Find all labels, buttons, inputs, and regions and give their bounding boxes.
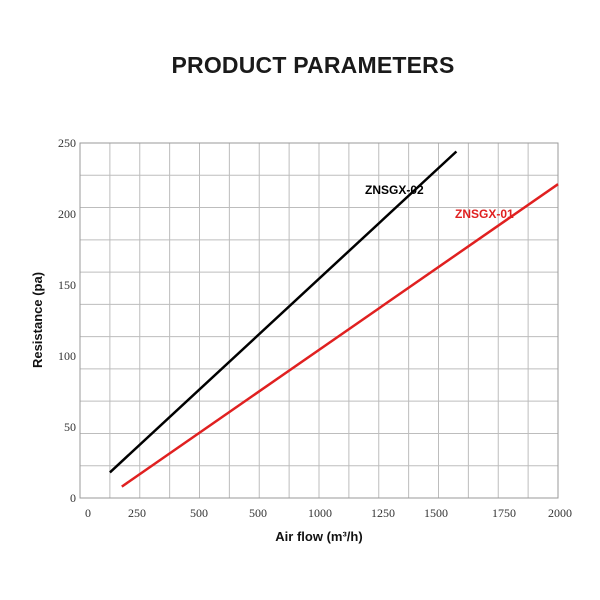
series-line-znsgx-02 <box>109 150 458 474</box>
y-axis-title: Resistance (pa) <box>30 272 45 368</box>
x-axis-title: Air flow (m³/h) <box>275 529 362 544</box>
series-line-znsgx-01 <box>121 183 559 488</box>
x-tick-label: 1000 <box>308 506 332 520</box>
chart-grid <box>79 142 559 499</box>
y-tick-label: 50 <box>64 420 76 434</box>
x-axis-ticks: 0 250 500 500 1000 1250 1500 1750 2000 <box>85 506 572 520</box>
y-tick-label: 100 <box>58 349 76 363</box>
series-labels: ZNSGX-02 ZNSGX-01 <box>365 183 514 221</box>
y-tick-label: 200 <box>58 207 76 221</box>
y-axis-ticks: 0 50 100 150 200 250 <box>58 136 76 505</box>
series-label-znsgx-01: ZNSGX-01 <box>455 207 514 221</box>
x-tick-label: 500 <box>249 506 267 520</box>
y-tick-label: 0 <box>70 491 76 505</box>
y-tick-label: 150 <box>58 278 76 292</box>
x-tick-label: 1250 <box>371 506 395 520</box>
x-tick-label: 250 <box>128 506 146 520</box>
y-tick-label: 250 <box>58 136 76 150</box>
series-label-znsgx-02: ZNSGX-02 <box>365 183 424 197</box>
series-lines <box>109 150 559 488</box>
page-title: PRODUCT PARAMETERS <box>171 52 455 78</box>
x-tick-label: 500 <box>190 506 208 520</box>
x-tick-label: 1750 <box>492 506 516 520</box>
x-tick-label: 0 <box>85 506 91 520</box>
x-tick-label: 2000 <box>548 506 572 520</box>
plot-frame <box>79 142 559 499</box>
x-tick-label: 1500 <box>424 506 448 520</box>
